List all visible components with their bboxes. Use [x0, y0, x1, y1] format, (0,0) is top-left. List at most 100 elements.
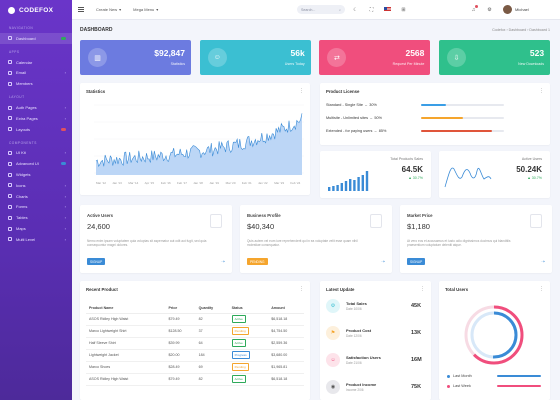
grid-apps-icon[interactable]: ⊞ — [401, 6, 406, 13]
sidebar-item-extra-pages[interactable]: Extra Pages › — [0, 113, 72, 124]
total-users-donut — [464, 305, 524, 365]
sidebar-item-members[interactable]: Members — [0, 78, 72, 89]
sparkline-bar — [349, 179, 352, 191]
info-badge[interactable]: SIGNUP — [87, 258, 106, 265]
nav-icon — [8, 127, 12, 132]
info-value: $40,340 — [247, 222, 275, 231]
more-icon[interactable]: ⋮ — [539, 286, 544, 292]
more-icon[interactable]: ⋮ — [420, 286, 425, 292]
info-badge[interactable]: PENDING — [247, 258, 268, 265]
status-badge: Active — [231, 339, 246, 347]
more-icon[interactable]: ⋮ — [539, 88, 544, 94]
card-decoration-icon — [210, 214, 222, 228]
sidebar-item-maps[interactable]: Maps › — [0, 223, 72, 234]
cell-amount: $6,518.18 — [268, 313, 304, 326]
nav-icon — [8, 172, 12, 177]
table-row[interactable]: ASOS Ridley High Waist $79.49 82 Active $6,5… — [86, 313, 304, 326]
cell-quantity: 64 — [195, 337, 229, 350]
section-navigation: NAVIGATION — [9, 26, 34, 30]
column-header[interactable]: Price — [165, 303, 196, 314]
cell-price: $28.49 — [165, 361, 196, 374]
sidebar-item-advanced-ui[interactable]: Advanced UI — [0, 158, 72, 169]
column-header[interactable]: Status — [228, 303, 269, 314]
sidebar-item-calendar[interactable]: Calendar — [0, 57, 72, 68]
settings-icon[interactable]: ⚙ — [487, 6, 492, 13]
cell-name: ASOS Ridley High Waist — [86, 313, 166, 326]
stat-card[interactable]: ⇄ 2568 Request Per Minute — [319, 40, 431, 75]
nav-icon — [8, 105, 12, 110]
sidebar-item-tables[interactable]: Tables › — [0, 212, 72, 223]
stat-card[interactable]: ⇩ 523 New Downloads — [439, 40, 551, 75]
stat-card[interactable]: ▥ $92,847 Statistics — [80, 40, 191, 75]
update-item[interactable]: ☺ Satisfaction Users Date 21/06 16M — [326, 353, 426, 371]
arrow-right-icon[interactable]: ➝ — [540, 259, 545, 265]
status-badge: Pending — [231, 363, 249, 371]
cell-status: Progress — [228, 349, 269, 362]
x-axis-label: Feb '21 — [242, 181, 252, 185]
x-axis-label: Apr '15 — [145, 181, 155, 185]
notification-dot — [475, 5, 478, 8]
recent-product-table: Product Name Price Quantity Status Amount AS… — [86, 303, 304, 386]
nav-icon — [8, 150, 12, 155]
more-icon[interactable]: ⋮ — [299, 286, 304, 292]
sidebar-item-auth-pages[interactable]: Auth Pages › — [0, 102, 72, 113]
us-flag-icon[interactable] — [384, 7, 391, 12]
sidebar-item-email[interactable]: Email › — [0, 68, 72, 79]
search-input[interactable]: Search... ⌕ — [297, 5, 345, 14]
column-header[interactable]: Amount — [268, 303, 304, 314]
license-progress-bar — [421, 104, 504, 106]
hamburger-menu-icon[interactable] — [78, 7, 84, 12]
legend-line — [497, 385, 541, 387]
mini-value: 50.24K — [516, 165, 542, 174]
avatar[interactable] — [503, 5, 512, 14]
sidebar-item-multi-level[interactable]: Multi Level › — [0, 234, 72, 245]
sidebar-item-icons[interactable]: Icons › — [0, 180, 72, 191]
chevron-down-icon: ▾ — [156, 7, 159, 12]
sidebar-item-widgets[interactable]: Widgets — [0, 169, 72, 180]
sidebar-item-layouts[interactable]: Layouts — [0, 124, 72, 135]
nav-icon — [8, 226, 12, 231]
update-item[interactable]: ⚑ Product Cost Date 12/06 13K — [326, 326, 426, 344]
sidebar-item-ui-kit[interactable]: UI Kit › — [0, 148, 72, 159]
mega-menu[interactable]: Mega Menu ▾ — [133, 7, 158, 12]
sidebar-item-dashboard[interactable]: Dashboard — [0, 33, 72, 44]
column-header[interactable]: Product Name — [86, 303, 166, 314]
license-row: Extended - for paying users – 85% — [326, 129, 387, 133]
sidebar-item-label: Members — [16, 81, 33, 87]
moon-icon[interactable]: ☾ — [353, 6, 358, 13]
sidebar-item-charts[interactable]: Charts › — [0, 191, 72, 202]
legend-swatch — [447, 374, 450, 378]
nav-icon — [8, 183, 12, 188]
info-card: Active Users 24,600 Nemo enim ipsam volupt… — [80, 205, 232, 273]
sidebar-item-label: UI Kit — [16, 150, 26, 156]
table-row[interactable]: Marco Lightweight Shirt $128.50 37 Pending $… — [86, 325, 304, 338]
table-row[interactable]: Lightweight Jacket $20.00 184 Progress $3,68… — [86, 349, 304, 362]
bell-icon[interactable]: ♫ — [471, 6, 476, 13]
breadcrumb[interactable]: Codefox › Dashboard › Dashboard 1 — [492, 28, 550, 32]
fullscreen-icon[interactable]: ⛶ — [369, 6, 374, 13]
info-badge[interactable]: SIGNUP — [407, 258, 426, 265]
sparkline-bar — [344, 181, 348, 191]
sidebar-badge — [61, 36, 66, 40]
more-icon[interactable]: ⋮ — [299, 88, 304, 94]
cell-quantity: 184 — [195, 349, 229, 362]
cell-name: Lightweight Jacket — [86, 349, 166, 362]
arrow-right-icon[interactable]: ➝ — [380, 259, 385, 265]
cell-status: Pending — [228, 325, 269, 338]
table-row[interactable]: Marco Shoes $28.49 69 Pending $1,965.81 — [86, 361, 304, 374]
sidebar-item-label: Advanced UI — [16, 161, 39, 167]
legend-label: Last Month — [453, 374, 472, 378]
update-item[interactable]: ⚙ Total Sales Date 10/06 45K — [326, 299, 426, 317]
arrow-right-icon[interactable]: ➝ — [220, 259, 225, 265]
section-layout: LAYOUT — [9, 95, 25, 100]
create-new-menu[interactable]: Create New ▾ — [96, 7, 121, 12]
column-header[interactable]: Quantity — [195, 303, 229, 314]
logo[interactable]: CODEFOX — [0, 0, 72, 20]
chevron-down-icon: ▾ — [119, 7, 122, 12]
update-item[interactable]: ◉ Product Income Income 2/06 75K — [326, 380, 426, 398]
user-name[interactable]: Michael — [515, 7, 529, 12]
sidebar-item-forms[interactable]: Forms › — [0, 202, 72, 213]
stat-card[interactable]: ☺ 56k Users Today — [199, 40, 311, 75]
table-row[interactable]: Half Sleeve Shirt $39.99 64 Active $2,559.36 — [86, 337, 304, 350]
table-row[interactable]: ASOS Ridley High Waist $79.49 82 Active $6,5… — [86, 373, 304, 386]
